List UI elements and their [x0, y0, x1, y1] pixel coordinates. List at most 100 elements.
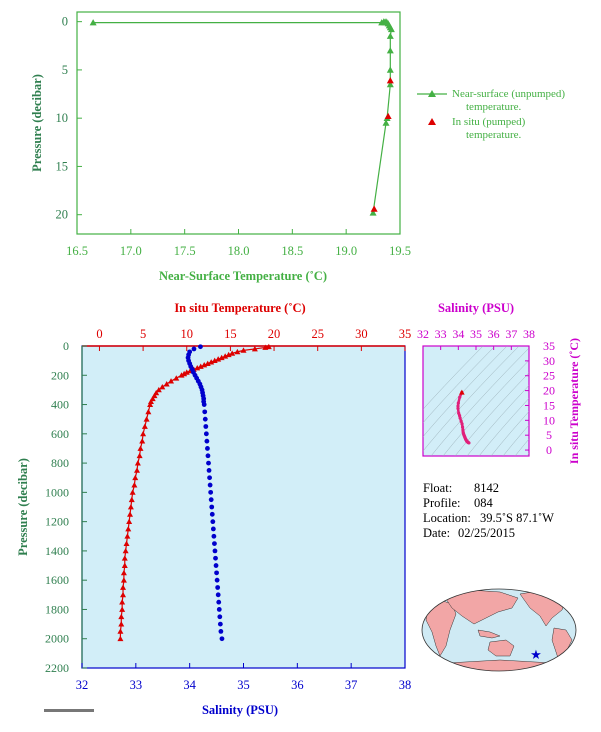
density-contour — [502, 424, 529, 456]
temperature-point — [117, 635, 124, 642]
legend-label-unpumped-line2: temperature. — [466, 101, 522, 113]
density-contour — [454, 372, 529, 456]
temperature-tick-label: 5 — [140, 327, 146, 341]
temperature-point — [225, 351, 232, 358]
float-info: Float: 8142 Profile: 084 Location: 39.5˚… — [423, 481, 554, 540]
near-surface-y-tick-label: 0 — [62, 15, 68, 29]
profile-label: Profile: — [423, 496, 461, 510]
legend-label-pumped-line2: temperature. — [466, 129, 522, 141]
point-pumped — [384, 112, 392, 120]
near-surface-x-tick-label: 19.0 — [335, 244, 357, 258]
ts-point — [467, 441, 471, 445]
temperature-point — [211, 357, 218, 364]
ts-x-tick-label: 38 — [523, 327, 535, 341]
near-surface-x-tick-label: 19.5 — [389, 244, 411, 258]
temperature-point — [128, 496, 135, 503]
salinity-point — [214, 570, 219, 576]
salinity-tick-label: 37 — [345, 678, 358, 692]
near-surface-legend: Near-surface (unpumped) temperature. In s… — [417, 88, 565, 141]
near-surface-x-tick-label: 17.5 — [174, 244, 196, 258]
temperature-point — [139, 438, 146, 444]
temperature-point — [215, 356, 222, 362]
temperature-point — [265, 343, 272, 350]
salinity-point — [217, 621, 223, 627]
density-contour — [490, 411, 529, 456]
near-surface-x-tick-label: 16.5 — [66, 244, 88, 258]
density-contour — [423, 346, 496, 424]
density-contour — [514, 438, 529, 456]
temperature-point — [119, 606, 126, 612]
salinity-point — [202, 409, 208, 415]
temperature-point — [229, 350, 236, 356]
ts-x-tick-label: 35 — [470, 327, 482, 341]
land-africa — [425, 599, 457, 657]
temperature-tick-label: 35 — [399, 327, 412, 341]
temperature-point — [124, 533, 131, 539]
salinity-point — [207, 482, 213, 488]
temperature-point — [121, 562, 128, 568]
ts-y-tick-label: 5 — [546, 428, 552, 442]
salinity-tick-label: 35 — [237, 678, 250, 692]
salinity-point — [203, 424, 209, 429]
ts-point — [459, 419, 463, 423]
salinity-axis-title: Salinity (PSU) — [202, 703, 278, 717]
profile-marks — [117, 343, 272, 642]
temperature-point — [136, 452, 143, 459]
density-contour — [526, 453, 529, 456]
temperature-point — [204, 360, 211, 366]
profile-chart: 0 5 10 15 20 25 30 35 32 33 34 35 36 37 38 0 200 400 600 80… — [16, 301, 411, 717]
date-label: Date: — [423, 526, 450, 540]
temperature-point — [159, 383, 166, 390]
salinity-point — [206, 468, 212, 473]
point-unpumped — [386, 47, 394, 54]
ts-temperature-axis-title: In situ Temperature (˚C) — [567, 338, 581, 464]
legend-label-pumped: In situ (pumped) temperature. — [452, 116, 526, 141]
pressure-axis-title: Pressure (decibar) — [16, 458, 30, 556]
location-label: Location: — [423, 511, 471, 525]
temperature-point — [118, 621, 125, 627]
near-surface-y-axis-label: Pressure (decibar) — [30, 74, 44, 172]
temperature-point — [120, 569, 127, 576]
temperature-point — [123, 540, 130, 546]
salinity-point — [208, 489, 214, 495]
temperature-point — [118, 613, 125, 620]
temperature-point — [137, 445, 144, 451]
ts-x-tick-label: 33 — [435, 327, 447, 341]
temperature-point — [132, 474, 139, 481]
point-unpumped — [382, 119, 390, 126]
ts-point — [458, 416, 462, 420]
temperature-point — [122, 547, 129, 554]
salinity-point — [210, 519, 216, 525]
temperature-point — [218, 354, 225, 361]
ts-y-tick-label: 10 — [543, 413, 555, 427]
temperature-point — [163, 381, 170, 387]
temperature-point — [201, 362, 208, 368]
salinity-point — [216, 599, 222, 605]
salinity-tick-label: 36 — [291, 678, 304, 692]
salinity-point — [210, 526, 216, 532]
salinity-point — [205, 446, 210, 451]
ts-x-tick-label: 37 — [505, 327, 517, 341]
salinity-point — [213, 555, 218, 561]
near-surface-y-tick-label: 5 — [62, 63, 68, 77]
pressure-tick-label: 800 — [51, 456, 69, 470]
temperature-point — [251, 345, 258, 352]
ts-x-tick-label: 36 — [488, 327, 500, 341]
land-asia — [443, 589, 519, 625]
temperature-point — [127, 504, 134, 510]
temperature-point — [131, 482, 138, 488]
ts-point — [457, 413, 462, 418]
temperature-point — [143, 416, 150, 422]
salinity-point — [207, 475, 212, 481]
temperature-point — [234, 348, 241, 355]
point-unpumped — [386, 32, 394, 39]
temperature-tick-label: 0 — [96, 327, 102, 341]
ts-y-tick-label: 30 — [543, 354, 555, 368]
legend-marker-pumped — [428, 118, 436, 125]
salinity-point — [203, 431, 209, 437]
temperature-point — [222, 353, 229, 359]
location-value: 39.5˚S 87.1˚W — [480, 511, 554, 525]
temperature-point — [120, 584, 127, 590]
pressure-tick-label: 2000 — [45, 632, 69, 646]
